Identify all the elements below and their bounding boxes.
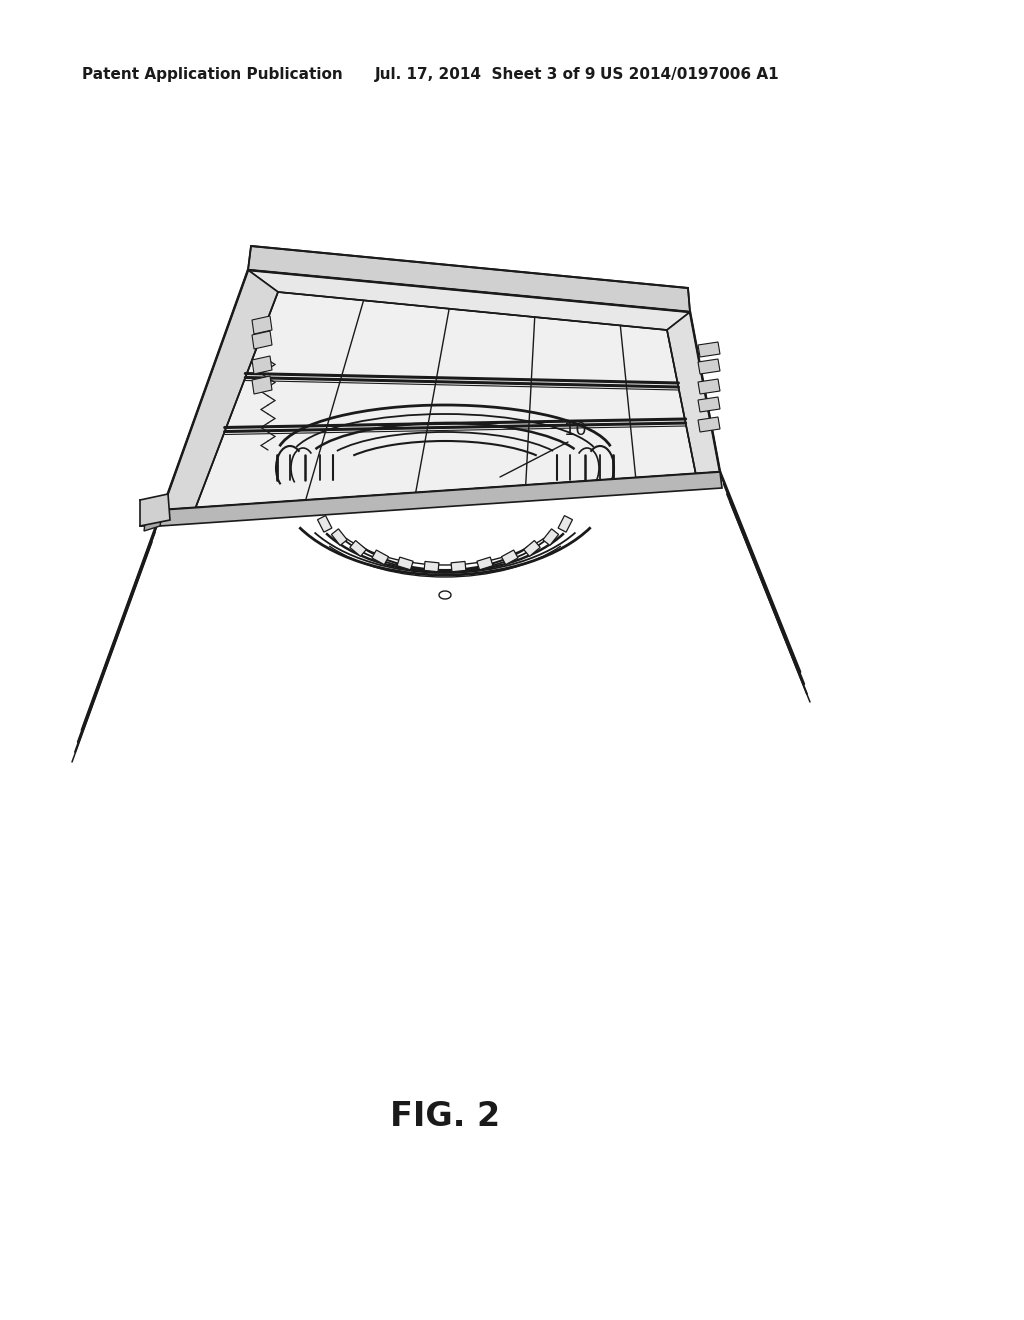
Polygon shape [698,417,720,432]
Text: US 2014/0197006 A1: US 2014/0197006 A1 [600,67,778,82]
Text: Patent Application Publication: Patent Application Publication [82,67,343,82]
Polygon shape [144,510,162,531]
Polygon shape [558,516,572,532]
Text: 10: 10 [563,421,587,440]
Polygon shape [160,473,722,525]
Polygon shape [698,359,720,374]
Polygon shape [317,516,332,532]
Polygon shape [193,292,697,517]
Text: FIG. 2: FIG. 2 [390,1100,500,1133]
Polygon shape [698,397,720,412]
Polygon shape [397,557,413,570]
Polygon shape [424,561,439,572]
Polygon shape [502,550,518,565]
Polygon shape [252,315,272,334]
Polygon shape [543,529,559,545]
Polygon shape [477,557,493,570]
Polygon shape [698,342,720,356]
Polygon shape [667,312,720,480]
Polygon shape [350,540,367,557]
Polygon shape [332,529,347,545]
Polygon shape [451,561,466,572]
Polygon shape [523,540,541,557]
Polygon shape [252,376,272,393]
Polygon shape [248,246,690,312]
Polygon shape [698,379,720,393]
Polygon shape [252,331,272,348]
Polygon shape [372,550,388,565]
Polygon shape [252,356,272,374]
Polygon shape [248,271,690,330]
Text: Jul. 17, 2014  Sheet 3 of 9: Jul. 17, 2014 Sheet 3 of 9 [375,67,597,82]
Polygon shape [162,473,720,517]
Polygon shape [140,494,170,525]
Polygon shape [162,271,278,517]
